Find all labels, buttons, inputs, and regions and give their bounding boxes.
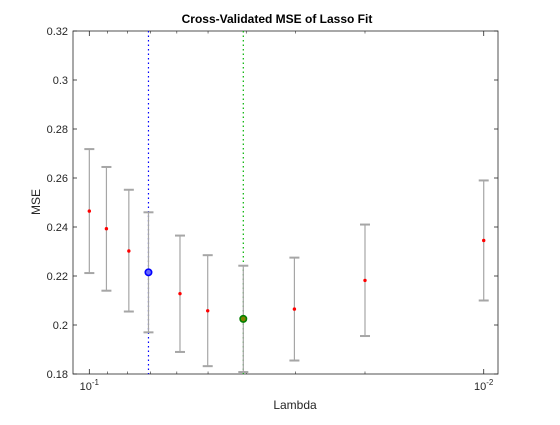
y-tick-label: 0.24 [47,222,68,234]
y-axis-label: MSE [29,189,43,215]
y-tick-label: 0.2 [53,320,68,332]
y-tick-label: 0.3 [53,75,68,87]
data-point [104,227,109,231]
y-tick-label: 0.28 [47,124,68,136]
x-tick-label: 10-2 [474,378,494,393]
x-axis-label: Lambda [273,398,317,412]
y-tick-label: 0.22 [47,271,68,283]
data-point [87,209,92,213]
chart-title: Cross-Validated MSE of Lasso Fit [182,12,373,26]
y-tick-label: 0.18 [47,369,68,381]
data-point [482,238,486,243]
x-tick-label: 10-1 [80,378,100,393]
data-point [363,278,367,283]
data-point [206,309,210,313]
y-tick-label: 0.32 [47,26,68,38]
plot-layer: 0.18 0.2 0.22 0.24 0.26 0.28 0.3 0.32 10-1 10-2 [47,26,499,393]
highlight-point [239,314,248,323]
axes-box [72,30,499,375]
y-tick-label: 0.26 [47,173,68,185]
data-point [178,291,182,296]
data-point [292,307,297,311]
highlight-point [144,268,153,277]
data-point [127,249,131,253]
